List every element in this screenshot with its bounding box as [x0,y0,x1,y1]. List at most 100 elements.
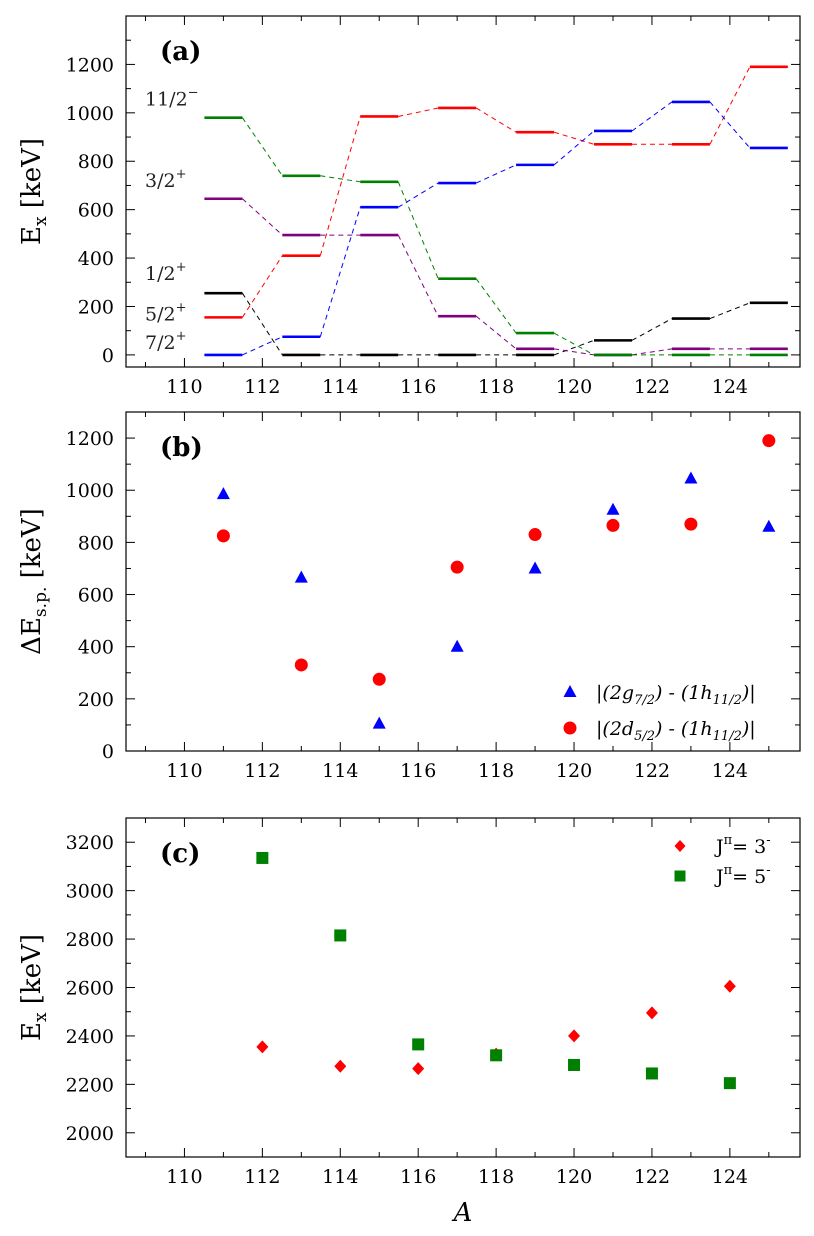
level-label-text: 3/2 [145,170,176,192]
legend-entry: Jπ= 3- [714,833,771,858]
level-connector [475,164,517,184]
y-tick-label: 2200 [66,1074,114,1096]
plot-frame [125,15,801,368]
y-axis-title-sub: x [31,216,51,226]
level-label: 5/2+ [145,300,186,325]
x-tick-label: 112 [244,760,280,782]
data-point [684,471,698,484]
y-axis-title: ΔEs.p. [keV] [17,508,51,655]
data-point [762,519,776,532]
legend-text-part: |(2g [596,682,634,704]
data-point [216,487,230,500]
data-point [412,1062,425,1076]
panel-0: 110 112 114 116 118 120 122 124 0 200 400 600 800 100… [17,15,801,398]
legend-text-part: J [714,866,724,888]
level-connector [709,66,751,145]
x-tick-label: 122 [634,1166,670,1188]
x-tick-label: 110 [166,1166,202,1188]
x-tick-label: 120 [556,760,592,782]
level-connector [709,302,751,320]
x-tick-label: 122 [634,760,670,782]
legend-superscript: - [766,833,770,848]
level-connector [242,336,283,356]
y-axis-title-unit: [keV] [17,934,47,1012]
y-axis-title-unit: [keV] [17,138,47,216]
data-point [723,979,736,993]
data-point [490,1049,503,1062]
level-connector [631,318,673,341]
level-connector [242,198,283,236]
y-axis-title-sub: x [31,1012,51,1022]
legend-text-part: )| [741,682,756,704]
y-tick-label: 2000 [66,1123,114,1145]
y-tick-label: 2600 [66,978,114,1000]
level-label: 11/2− [145,86,199,111]
legend-text-part: = 3 [732,836,766,858]
level-connector [319,116,361,256]
y-axis-title: Ex [keV] [17,138,51,245]
y-axis-title: Ex [keV] [17,934,51,1041]
panel-label: (c) [160,839,200,869]
level-label-sup: + [176,300,187,315]
legend-marker [674,870,686,882]
plot-frame [125,817,801,1158]
x-tick-label: 118 [478,376,514,398]
level-connector [397,234,439,317]
level-connector [241,255,283,318]
panel-label: (b) [160,433,203,463]
legend-subscript: 11/2 [713,729,742,744]
y-tick-label: 3200 [66,832,114,854]
level-connector [553,131,595,145]
legend-marker [674,840,686,852]
y-tick-label: 1000 [66,103,114,125]
data-point [568,1029,581,1043]
legend-entry: Jπ= 5- [714,863,771,888]
level-connector [554,348,595,356]
level-label-sup: + [176,260,187,275]
level-connector [631,101,673,132]
y-tick-label: 0 [102,741,114,763]
x-tick-label: 124 [712,760,748,782]
x-tick-label: 110 [166,760,202,782]
data-point [372,672,386,686]
y-tick-label: 1200 [66,54,114,76]
level-connector [553,130,595,166]
y-tick-label: 600 [78,200,114,222]
legend-text-part: ) - (1h [654,682,713,704]
y-tick-label: 800 [78,532,114,554]
x-tick-label: 120 [556,1166,592,1188]
data-point [684,517,698,531]
x-tick-label: 116 [400,760,436,782]
y-tick-label: 600 [78,585,114,607]
legend-text-part: = 5 [732,866,766,888]
level-connector [241,117,283,177]
legend-marker [563,721,577,735]
level-label: 1/2+ [145,260,186,285]
panel-2: 110 112 114 116 118 120 122 124 2000 2200 2400 2600… [17,817,801,1228]
level-connector [319,207,361,337]
level-connector [709,101,751,149]
level-connector [631,348,672,356]
x-axis-title: A [452,1198,473,1228]
legend-superscript: - [766,863,770,878]
y-tick-label: 2800 [66,929,114,951]
legend-marker [563,685,577,697]
level-label-text: 1/2 [145,263,176,285]
data-point [334,929,347,942]
y-tick-label: 1200 [66,428,114,450]
x-tick-label: 124 [712,1166,748,1188]
x-tick-label: 110 [166,376,202,398]
data-point [645,1006,658,1020]
y-tick-label: 400 [78,248,114,270]
plot-frame [125,411,801,752]
data-point [450,560,464,574]
data-point [606,518,620,532]
x-tick-label: 112 [244,1166,280,1188]
level-connector [397,182,439,208]
data-point [334,1059,347,1073]
level-connector [553,332,595,356]
x-tick-label: 122 [634,376,670,398]
data-point [412,1038,425,1051]
x-tick-label: 114 [322,1166,358,1188]
